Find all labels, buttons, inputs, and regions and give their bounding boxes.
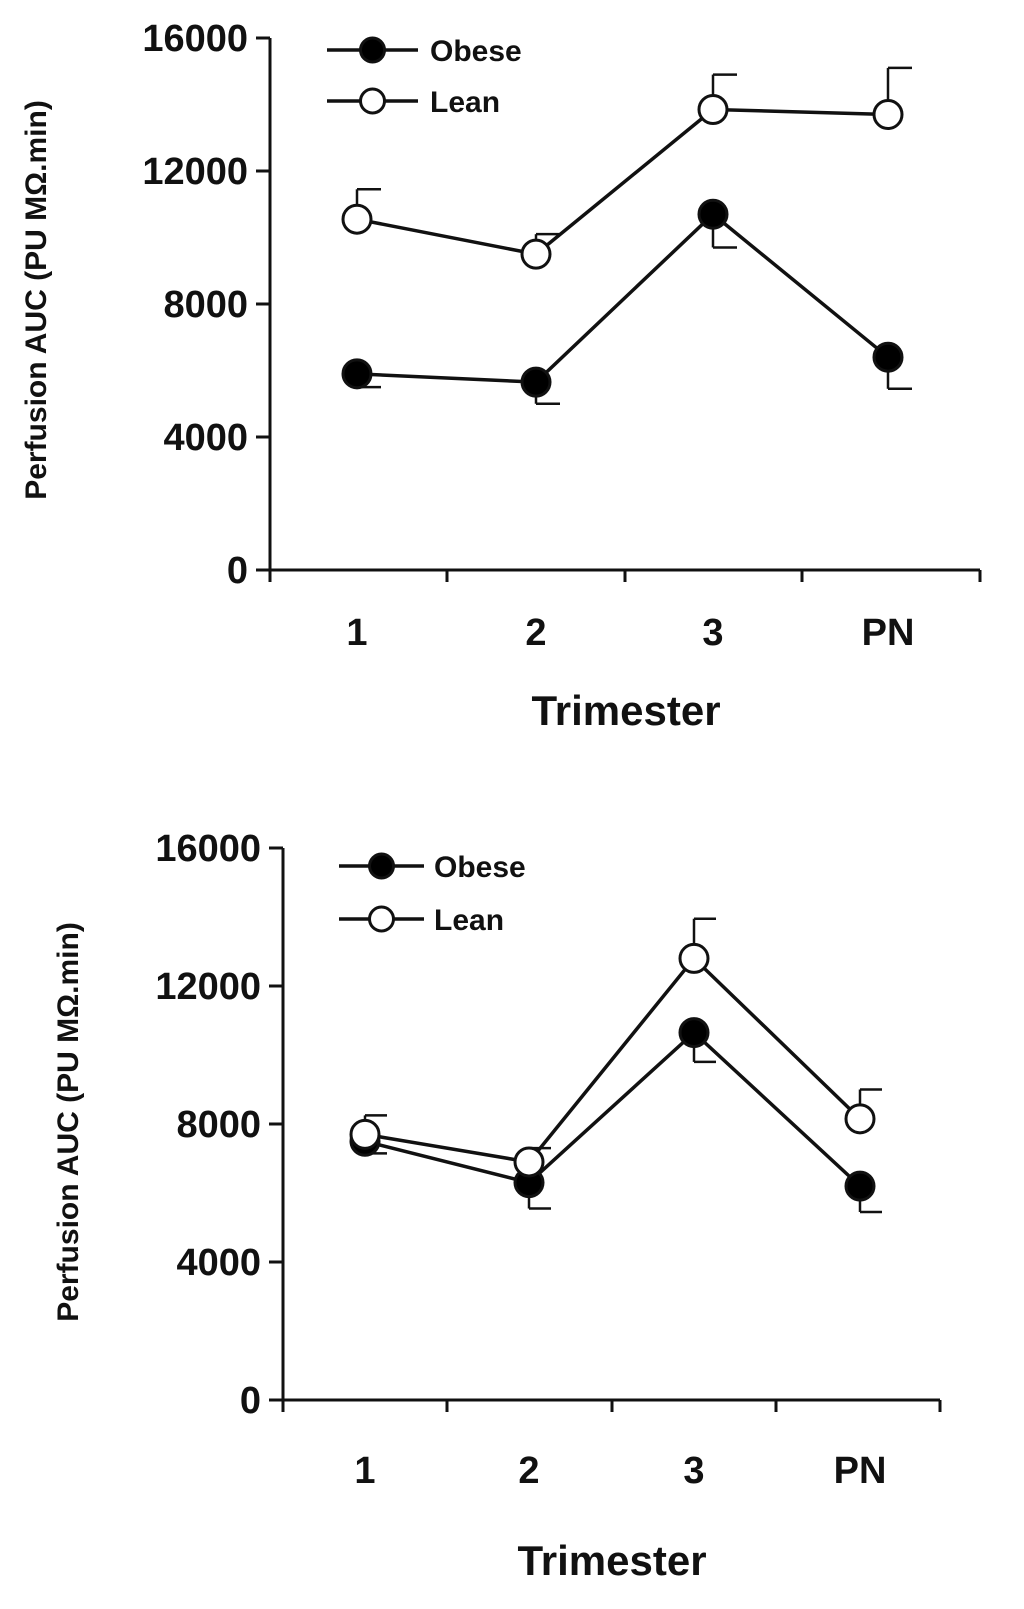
x-tick-label: PN bbox=[834, 1450, 887, 1492]
data-point-lean bbox=[513, 1146, 545, 1178]
legend-marker-lean bbox=[368, 905, 395, 933]
data-point-obese bbox=[678, 1017, 710, 1049]
x-tick-label: PN bbox=[862, 612, 915, 654]
legend-label-obese: Obese bbox=[434, 851, 526, 884]
chart-panel-top: 0 4000 8000 12000 16000 1 2 3 PN Trimester Perfusi… bbox=[20, 18, 982, 734]
legend-label-lean: Lean bbox=[430, 86, 500, 119]
data-point-lean bbox=[341, 203, 373, 235]
data-point-obese bbox=[341, 358, 373, 390]
data-point-lean bbox=[520, 238, 552, 270]
y-tick-label: 0 bbox=[240, 1380, 261, 1422]
legend-marker-lean bbox=[359, 87, 386, 115]
data-point-lean bbox=[872, 98, 904, 130]
x-tick-label: 3 bbox=[683, 1450, 704, 1492]
series-line-obese bbox=[364, 1030, 862, 1188]
chart-panel-bottom: 0 4000 8000 12000 16000 1 2 3 PN Trimester Perfusi… bbox=[52, 828, 942, 1584]
x-tick-label: 1 bbox=[354, 1450, 375, 1492]
data-point-obese bbox=[520, 366, 552, 398]
legend-marker-obese bbox=[368, 852, 395, 880]
series-line-obese bbox=[356, 211, 890, 384]
y-tick-label: 8000 bbox=[163, 284, 248, 326]
y-tick-label: 12000 bbox=[155, 966, 261, 1008]
data-point-lean bbox=[844, 1103, 876, 1135]
data-point-lean bbox=[678, 942, 710, 974]
y-axis-title: Perfusion AUC (PU MΩ.min) bbox=[20, 100, 53, 500]
series-line-lean bbox=[356, 107, 889, 256]
x-tick-label: 3 bbox=[702, 612, 723, 654]
data-point-obese bbox=[697, 198, 729, 230]
x-tick-label: 2 bbox=[518, 1450, 539, 1492]
y-tick-label: 12000 bbox=[142, 151, 248, 193]
series-line-lean bbox=[364, 955, 862, 1164]
y-axis-title: Perfusion AUC (PU MΩ.min) bbox=[52, 922, 85, 1322]
y-tick-label: 4000 bbox=[176, 1242, 261, 1284]
y-tick-label: 4000 bbox=[163, 417, 248, 459]
data-point-lean bbox=[697, 93, 729, 125]
y-tick-label: 16000 bbox=[142, 18, 248, 60]
legend-label-obese: Obese bbox=[430, 35, 522, 68]
y-tick-label: 8000 bbox=[176, 1104, 261, 1146]
legend-marker-obese bbox=[359, 36, 386, 64]
x-tick-label: 1 bbox=[346, 612, 367, 654]
x-tick-label: 2 bbox=[525, 612, 546, 654]
data-point-lean bbox=[349, 1118, 381, 1150]
x-axis-title: Trimester bbox=[531, 687, 720, 734]
y-tick-label: 0 bbox=[227, 550, 248, 592]
legend-label-lean: Lean bbox=[434, 904, 504, 937]
y-tick-label: 16000 bbox=[155, 828, 261, 870]
x-axis-title: Trimester bbox=[517, 1537, 706, 1584]
data-point-obese bbox=[844, 1170, 876, 1202]
data-point-obese bbox=[872, 341, 904, 373]
